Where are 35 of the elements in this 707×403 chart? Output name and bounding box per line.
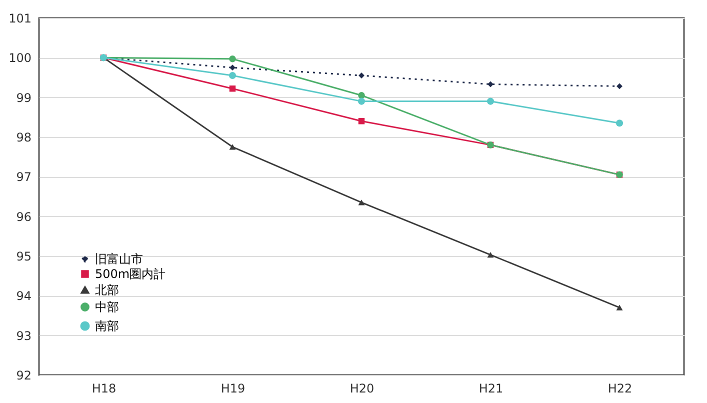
point (358, 92, 365, 99)
point (487, 252, 494, 258)
legend-label: 北部 (95, 283, 119, 297)
x-tick-label: H19 (220, 382, 246, 396)
y-tick-label: 98 (16, 130, 32, 144)
legend-label: 南部 (95, 319, 119, 333)
legend-label: 旧富山市 (95, 252, 143, 266)
point (228, 72, 236, 80)
legend-label: 中部 (95, 300, 119, 314)
point (616, 83, 622, 90)
x-tick-label: H20 (350, 382, 374, 396)
point (486, 98, 494, 105)
point (358, 98, 366, 105)
point (616, 120, 624, 127)
point (616, 304, 623, 310)
point (230, 64, 236, 71)
point (488, 81, 494, 88)
y-tick-label: 97 (16, 170, 32, 184)
point (229, 144, 236, 150)
x-tick-label: H22 (608, 382, 632, 396)
point (229, 85, 236, 92)
y-tick-label: 99 (16, 90, 32, 105)
y-tick-label: 92 (16, 368, 32, 382)
y-tick-label: 101 (8, 12, 32, 26)
y-tick-label: 95 (16, 250, 32, 264)
point (358, 118, 365, 124)
legend-label: 500m圏内計 (95, 267, 166, 281)
y-tick-label: 100 (8, 51, 32, 66)
y-tick-label: 93 (16, 328, 32, 343)
y-tick-label: 94 (16, 289, 32, 304)
y-tick-label: 96 (16, 210, 32, 224)
x-tick-label: H18 (92, 382, 116, 396)
point (358, 200, 365, 206)
x-tick-label: H21 (478, 382, 504, 396)
point (229, 55, 236, 62)
